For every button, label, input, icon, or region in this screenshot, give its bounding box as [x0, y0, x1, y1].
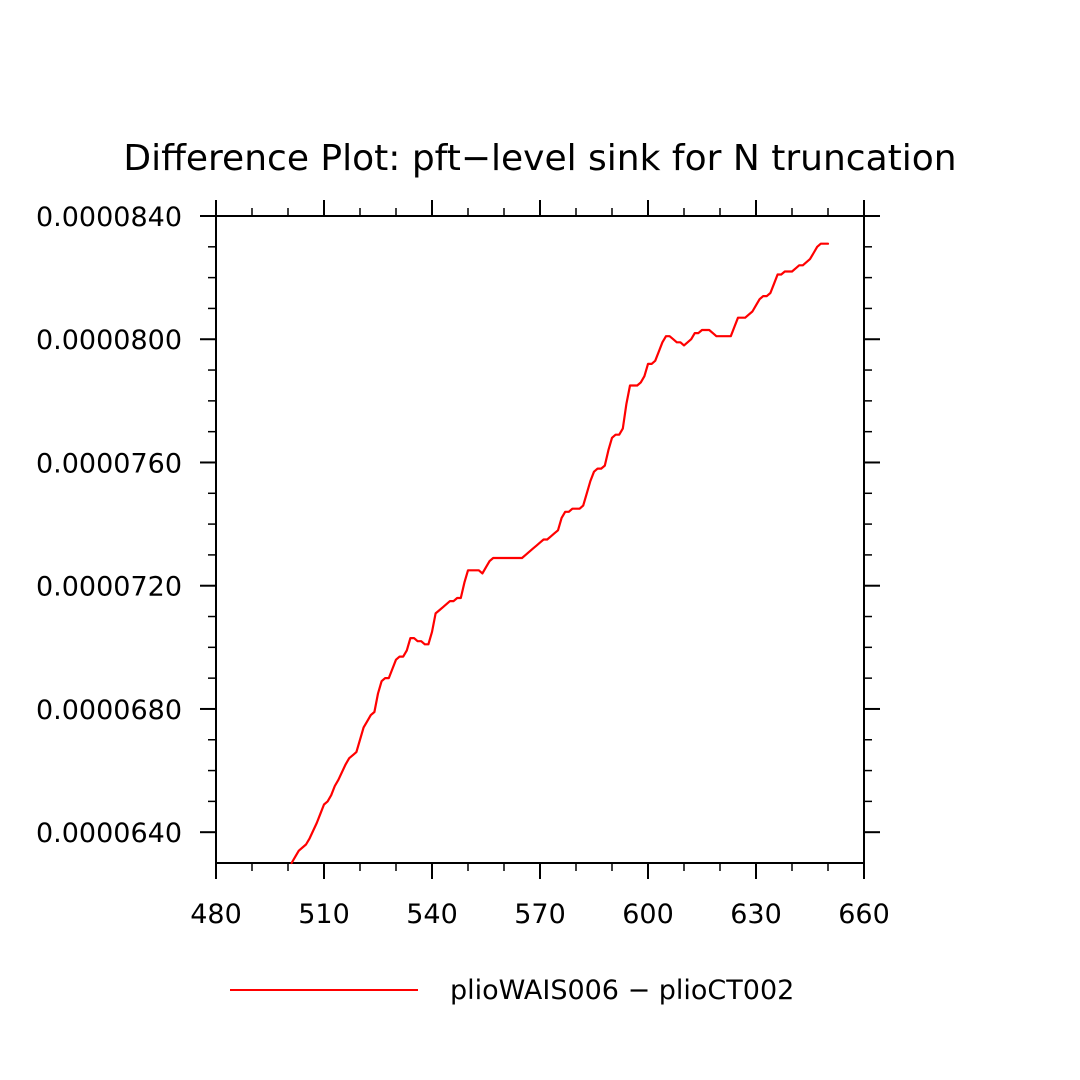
- y-tick-label: 0.0000720: [36, 572, 182, 603]
- chart-title: Difference Plot: pft−level sink for N tr…: [123, 138, 956, 179]
- y-tick-label: 0.0000800: [36, 325, 182, 356]
- series-layer: [290, 242, 830, 865]
- x-tick-label: 570: [514, 899, 566, 930]
- y-tick-label: 0.0000840: [36, 202, 182, 233]
- x-tick-label: 660: [838, 899, 890, 930]
- axes: 480 510 540 570 600 630 660 0.0000640 0.0000680 0…: [36, 200, 890, 930]
- series-line-0: [290, 242, 830, 865]
- y-tick-label: 0.0000680: [36, 695, 182, 726]
- y-tick-label: 0.0000760: [36, 448, 182, 479]
- x-tick-label: 600: [622, 899, 674, 930]
- y-tick-label: 0.0000640: [36, 818, 182, 849]
- legend-label: plioWAIS006 − plioCT002: [450, 975, 794, 1006]
- x-tick-label: 480: [190, 899, 242, 930]
- x-tick-label: 540: [406, 899, 458, 930]
- legend: plioWAIS006 − plioCT002: [230, 975, 794, 1006]
- plot-frame: [215, 215, 865, 864]
- x-tick-label: 510: [298, 899, 350, 930]
- x-tick-label: 630: [730, 899, 782, 930]
